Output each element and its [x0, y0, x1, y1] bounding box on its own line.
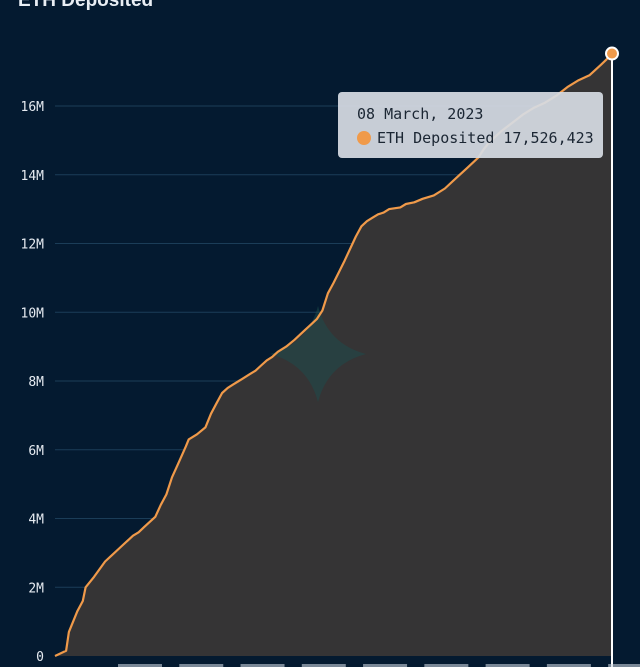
hover-point[interactable] — [605, 46, 619, 61]
x-tick-label-clipped — [546, 664, 591, 667]
x-axis-ticks — [117, 664, 640, 667]
tooltip-series-name: ETH Deposited — [377, 129, 495, 147]
x-tick-label-clipped — [485, 664, 530, 667]
x-tick-label-clipped — [301, 664, 346, 667]
x-tick-label-clipped — [424, 664, 469, 667]
y-tick-label: 4M — [28, 513, 44, 528]
tooltip: 08 March, 2023 ETH Deposited 17,526,423 — [338, 92, 603, 158]
chart-title: ETH Deposited — [18, 0, 154, 11]
watermark-icon — [270, 306, 366, 402]
x-tick-label-clipped — [179, 664, 224, 667]
y-tick-label: 2M — [28, 581, 44, 596]
tooltip-series-row: ETH Deposited 17,526,423 — [357, 129, 594, 147]
y-axis-ticks: 0 2M 4M 6M 8M 10M 12M 14M 16M — [21, 100, 45, 665]
y-tick-label: 14M — [21, 169, 45, 184]
x-tick-label-clipped — [363, 664, 408, 667]
tooltip-value: 17,526,423 — [503, 129, 594, 147]
tooltip-series-dot-icon — [357, 131, 371, 145]
tooltip-date: 08 March, 2023 — [357, 105, 484, 123]
x-tick-label-clipped — [608, 664, 640, 667]
y-tick-label: 16M — [21, 100, 45, 115]
x-tick-label-clipped — [240, 664, 285, 667]
y-tick-label: 0 — [36, 650, 44, 665]
y-tick-label: 12M — [21, 238, 45, 253]
x-tick-label-clipped — [117, 664, 162, 667]
y-tick-label: 10M — [21, 306, 45, 321]
y-tick-label: 6M — [28, 444, 44, 459]
y-tick-label: 8M — [28, 375, 44, 390]
